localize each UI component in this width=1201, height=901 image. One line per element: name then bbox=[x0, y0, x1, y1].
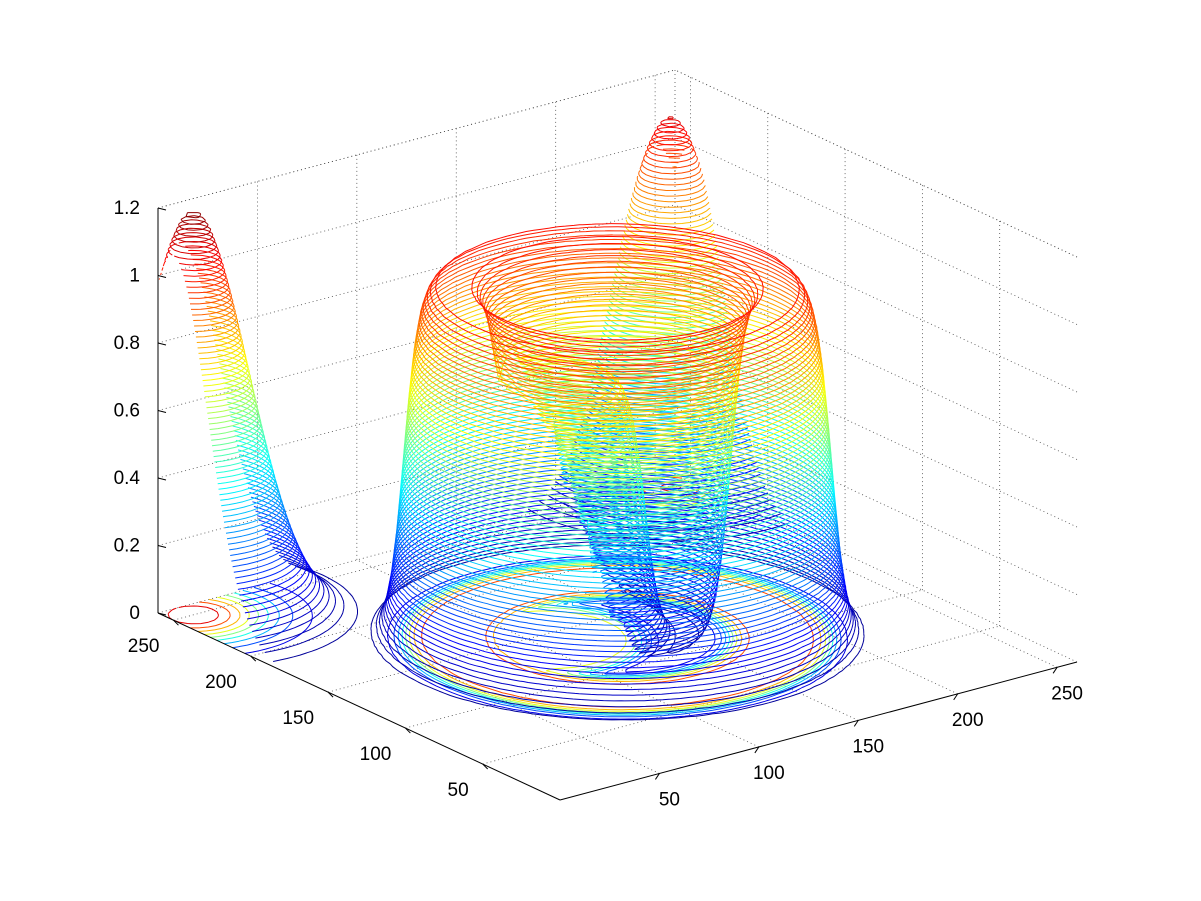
x-tick-mark bbox=[853, 720, 859, 727]
y-tick-mark bbox=[173, 619, 179, 626]
surface-contour-line bbox=[255, 487, 854, 702]
floor-grid-line bbox=[482, 625, 1000, 765]
surface-contour-line bbox=[178, 219, 209, 231]
surface-contour-line bbox=[162, 130, 800, 354]
x-tick-mark bbox=[655, 773, 660, 780]
x-tick-mark bbox=[953, 693, 959, 701]
floor-contour-line bbox=[244, 503, 848, 720]
y-tick-mark bbox=[405, 727, 411, 734]
floor-contour-line bbox=[216, 494, 834, 715]
x-tick-mark bbox=[754, 746, 760, 754]
wall-grid-line bbox=[157, 137, 676, 276]
surface-contour-line bbox=[272, 508, 865, 721]
z-tick-label: 0.6 bbox=[114, 401, 140, 422]
y-tick-label: 150 bbox=[282, 708, 314, 729]
surface-contour-line bbox=[229, 402, 840, 621]
x-tick-label: 150 bbox=[852, 736, 884, 757]
y-tick-mark bbox=[327, 691, 334, 698]
x-tick-labels: 50 100 150 200 250 bbox=[659, 683, 1083, 810]
z-tick-mark bbox=[157, 410, 167, 413]
surface-contour-line bbox=[190, 152, 814, 384]
surface-contour-line bbox=[161, 135, 806, 361]
x-axis-line bbox=[559, 661, 1078, 801]
surface-contour-line bbox=[180, 215, 206, 225]
x-tick-label: 250 bbox=[1051, 683, 1083, 704]
surface-contour-line bbox=[175, 223, 212, 237]
z-tick-mark bbox=[157, 545, 167, 548]
axes bbox=[157, 207, 1078, 801]
z-tick-mark bbox=[157, 207, 167, 211]
surface-contour-line bbox=[201, 230, 825, 454]
z-tick-label: 0.2 bbox=[114, 536, 140, 557]
surface-contour-line bbox=[225, 385, 839, 605]
y-axis-line bbox=[157, 612, 561, 801]
z-tick-mark bbox=[157, 477, 167, 481]
top-edge-line bbox=[674, 69, 1078, 258]
z-tick-label: 0.4 bbox=[114, 468, 141, 489]
z-tick-mark bbox=[157, 275, 167, 278]
surface-contours bbox=[158, 116, 865, 721]
surface-contour-line bbox=[185, 212, 202, 219]
z-tick-label: 0.8 bbox=[114, 333, 140, 354]
surface-contour-line bbox=[222, 364, 837, 584]
y-tick-mark bbox=[250, 655, 257, 662]
x-tick-label: 100 bbox=[753, 763, 785, 784]
top-edge-line bbox=[157, 69, 676, 209]
y-tick-label: 200 bbox=[205, 672, 237, 693]
surface-contour-line bbox=[167, 119, 681, 260]
surface-contour-line bbox=[194, 170, 819, 406]
wall-grid-line bbox=[157, 204, 676, 344]
x-tick-mark bbox=[1052, 667, 1058, 674]
surface-contour-line bbox=[169, 116, 674, 255]
z-tick-label: 1.2 bbox=[114, 198, 140, 219]
surface-contour-line bbox=[158, 144, 811, 373]
surface-contour-line bbox=[202, 235, 825, 459]
z-tick-mark bbox=[157, 342, 167, 346]
z-tick-label: 1 bbox=[129, 266, 140, 287]
x-tick-label: 200 bbox=[952, 710, 984, 731]
z-tick-labels: 0 0.2 0.4 0.6 0.8 1 1.2 bbox=[114, 198, 141, 624]
y-tick-label: 50 bbox=[448, 780, 469, 801]
surface-contour-line bbox=[166, 122, 685, 266]
z-tick-mark bbox=[157, 612, 167, 616]
y-tick-label: 250 bbox=[128, 636, 160, 657]
z-tick-label: 0 bbox=[129, 603, 140, 624]
y-tick-labels: 50 100 150 200 250 bbox=[128, 636, 469, 801]
surface-contour-line bbox=[192, 161, 817, 395]
y-tick-mark bbox=[482, 763, 489, 770]
x-tick-label: 50 bbox=[659, 789, 680, 810]
y-tick-label: 100 bbox=[360, 744, 392, 765]
surface-contour-line bbox=[259, 493, 856, 708]
